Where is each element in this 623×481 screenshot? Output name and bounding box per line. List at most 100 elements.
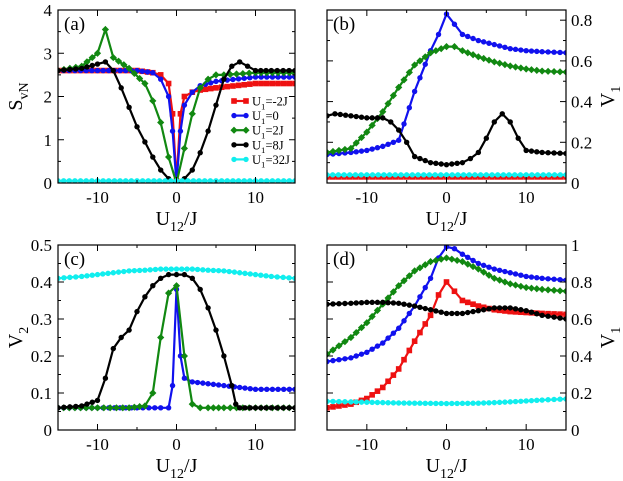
- data-point: [353, 353, 359, 359]
- data-point: [150, 283, 156, 289]
- data-point: [197, 286, 203, 293]
- data-point: [274, 274, 280, 280]
- legend-entry: U1=0: [231, 109, 279, 126]
- data-point: [551, 314, 557, 320]
- data-point: [465, 33, 471, 40]
- data-point: [480, 400, 487, 406]
- data-point: [460, 172, 467, 178]
- data-point: [348, 149, 354, 156]
- data-point: [210, 267, 217, 274]
- data-point: [480, 54, 488, 63]
- data-point: [380, 143, 386, 150]
- y-tick-label: 0: [44, 174, 53, 193]
- y-tick-label: 0.4: [31, 273, 53, 292]
- data-point: [194, 379, 201, 386]
- data-point: [380, 115, 386, 121]
- data-point: [464, 260, 472, 268]
- data-point: [545, 49, 551, 55]
- data-point: [406, 347, 413, 354]
- data-point: [292, 405, 295, 411]
- data-point: [550, 67, 558, 76]
- data-point: [213, 327, 219, 333]
- data-point: [396, 137, 402, 143]
- data-point: [168, 178, 174, 183]
- data-point: [268, 273, 274, 280]
- data-point: [121, 268, 127, 275]
- data-point: [443, 161, 450, 168]
- data-point: [341, 145, 349, 154]
- data-point: [489, 172, 495, 178]
- data-point: [336, 357, 342, 363]
- data-point: [502, 399, 508, 405]
- data-point: [165, 289, 173, 297]
- data-point: [502, 308, 508, 314]
- data-point: [358, 148, 365, 154]
- data-point: [443, 172, 450, 178]
- data-point: [507, 45, 513, 52]
- data-point: [117, 67, 123, 74]
- data-point: [242, 270, 248, 277]
- data-point: [539, 149, 545, 156]
- data-point: [464, 49, 472, 57]
- data-point: [247, 178, 253, 183]
- data-point: [134, 308, 140, 315]
- data-point: [292, 80, 295, 87]
- data-point: [169, 128, 176, 134]
- data-point: [443, 279, 450, 285]
- data-point: [459, 310, 466, 317]
- data-point: [534, 311, 540, 317]
- data-point: [207, 178, 214, 183]
- data-point: [369, 172, 376, 178]
- data-point: [275, 80, 281, 87]
- data-point: [139, 178, 146, 183]
- data-point: [395, 366, 402, 372]
- y-tick-label: 0: [571, 174, 580, 193]
- data-point: [534, 397, 540, 404]
- data-point: [390, 330, 397, 336]
- data-point: [557, 150, 563, 156]
- data-point: [379, 108, 387, 116]
- x-tick-label: 10: [247, 435, 264, 454]
- legend-marker: [243, 112, 249, 119]
- data-point: [94, 397, 101, 404]
- data-point: [518, 272, 524, 278]
- x-tick-label: -10: [355, 188, 378, 207]
- data-point: [165, 80, 172, 87]
- data-point: [390, 372, 397, 378]
- x-axis-label: U12/J: [156, 455, 198, 481]
- y-tick-label: 1: [571, 236, 580, 255]
- data-point: [363, 319, 371, 327]
- data-point: [550, 286, 558, 294]
- data-point: [432, 172, 438, 178]
- data-point: [405, 68, 413, 77]
- data-point: [358, 299, 365, 306]
- data-point: [486, 306, 492, 312]
- data-point: [507, 305, 513, 311]
- data-point: [435, 31, 442, 38]
- data-point: [189, 266, 195, 272]
- data-point: [409, 172, 416, 178]
- data-point: [330, 398, 336, 405]
- data-point: [139, 68, 145, 74]
- data-point: [454, 310, 460, 317]
- data-point: [268, 405, 274, 411]
- data-point: [84, 273, 90, 279]
- data-point: [358, 172, 364, 178]
- panel-label: (b): [333, 14, 355, 35]
- data-point: [188, 110, 196, 118]
- data-point: [247, 405, 253, 411]
- data-point: [93, 49, 102, 57]
- data-point: [538, 67, 546, 75]
- data-point: [454, 160, 460, 167]
- data-point: [94, 67, 101, 74]
- data-point: [469, 51, 477, 59]
- data-point: [449, 310, 455, 317]
- data-point: [263, 273, 269, 279]
- data-point: [67, 404, 73, 410]
- data-point: [83, 58, 91, 66]
- data-point: [374, 115, 381, 121]
- data-point: [281, 386, 287, 392]
- x-tick-label: 0: [172, 188, 181, 207]
- data-point: [196, 84, 204, 92]
- data-point: [58, 67, 61, 74]
